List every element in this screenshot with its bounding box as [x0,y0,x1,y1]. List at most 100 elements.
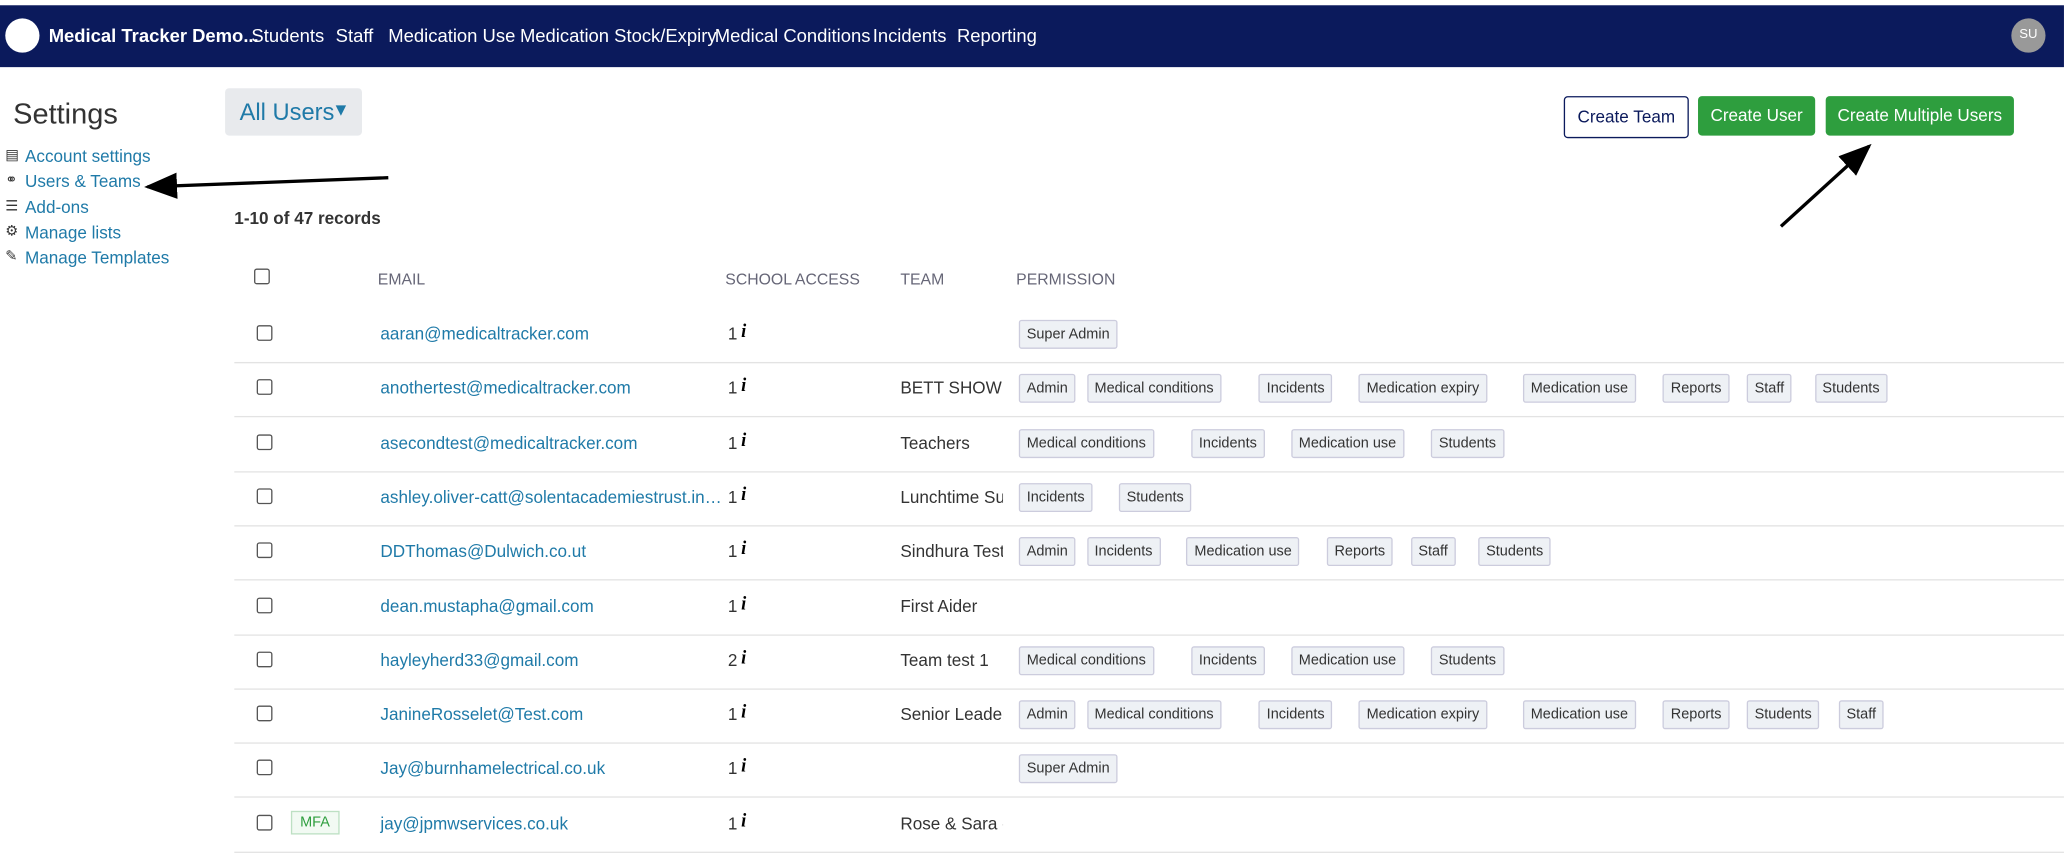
team: BETT SHOW [900,378,1002,398]
column-header[interactable]: EMAIL [377,269,426,289]
team: Senior Leaders [900,704,1003,725]
sidebar-link[interactable]: Manage lists [25,222,122,243]
email-link[interactable]: dean.mustapha@gmail.com [380,595,594,616]
permission-tag: Reports [1662,700,1730,730]
filter-dropdown[interactable]: All Users ▾ [225,88,362,136]
row-checkbox[interactable] [256,760,273,776]
permission-tag: Students [1430,428,1504,458]
team: Lunchtime Sup [900,486,1003,507]
arrow [1779,143,1872,228]
sidebar-link[interactable]: Manage Templates [25,247,170,268]
permission-tag: Medication use [1290,428,1405,458]
row-checkbox[interactable] [256,488,273,504]
row-checkbox[interactable] [256,705,273,722]
nav-item[interactable]: Reporting [956,25,1037,47]
row-checkbox[interactable] [256,325,273,341]
sidebar-link[interactable]: Users & Teams [25,171,141,192]
school-access: 1 [727,813,738,833]
nav-item[interactable]: Staff [335,25,374,47]
button[interactable]: Create Team [1563,96,1689,139]
email-link[interactable]: hayleyherd33@gmail.com [380,649,579,670]
nav-item[interactable]: Students [251,25,325,47]
sidebar-link[interactable]: Add-ons [25,196,89,217]
link-icon: ▤ [5,147,19,164]
row-checkbox[interactable] [256,379,273,396]
row-divider [234,796,2064,799]
nav-item[interactable]: Incidents [872,25,947,47]
column-header[interactable]: TEAM [900,269,945,289]
permission-tag: Admin [1018,374,1076,404]
avatar[interactable]: SU [2011,18,2046,53]
sidebar-link[interactable]: Account settings [25,146,151,166]
info-icon: i [741,485,747,506]
permission-tag: Medical conditions [1086,374,1222,404]
info-icon: i [741,539,747,560]
permission-tag: Medication use [1186,537,1300,567]
column-header[interactable]: PERMISSION [1016,269,1116,289]
email-link[interactable]: DDThomas@Dulwich.co.ut [380,541,587,561]
school-access: 1 [727,432,738,453]
permission-tag: Medication expiry [1358,374,1488,404]
row-divider [234,688,2064,690]
nav-item[interactable]: Medication Stock/Expiry [519,25,717,47]
arrow [144,172,389,199]
school-access: 1 [727,378,738,398]
email-link[interactable]: JanineRosselet@Test.com [380,704,584,725]
permission-tag: Staff [1838,700,1884,730]
info-icon: i [741,431,747,451]
permission-tag: Admin [1018,700,1076,730]
row-divider [234,416,2064,418]
email-link[interactable]: aaran@medicaltracker.com [380,323,589,344]
permission-tag: Reports [1662,374,1730,404]
button[interactable]: Create User [1698,96,1816,136]
school-access: 2 [727,649,738,670]
select-all[interactable] [254,268,270,285]
permission-tag: Admin [1018,537,1076,567]
email-link[interactable]: ashley.oliver-catt@solentacademiestrust.… [380,486,722,507]
logo [5,18,40,53]
permission-tag: Medication use [1522,700,1637,730]
row-divider [234,851,2064,853]
row-checkbox[interactable] [256,542,273,559]
permission-tag: Incidents [1018,482,1093,512]
row-checkbox[interactable] [256,433,273,450]
navbar: Medical Tracker Demo... SU Students Staff… [0,5,2064,68]
team: Rose & Sara - [900,813,1004,833]
permission-tag: Students [1118,482,1192,512]
permission-tag: Incidents [1086,537,1161,567]
link-icon: ✎ [5,249,18,265]
permission-tag: Medication use [1290,646,1405,675]
info-icon: i [741,322,747,343]
school-access: 1 [727,486,738,507]
nav-item[interactable]: Medication Use [388,25,516,47]
row-divider [234,525,2064,527]
permission-tag: Medication use [1522,374,1637,404]
email-link[interactable]: Jay@burnhamelectrical.co.uk [380,758,606,779]
link-icon: ⚭ [5,172,18,189]
info-icon: i [741,703,747,723]
email-link[interactable]: anothertest@medicaltracker.com [380,378,631,398]
link-icon: ☰ [5,198,19,215]
nav-item[interactable]: Medical Conditions [714,25,871,47]
permission-tag: Medical conditions [1086,700,1222,730]
column-header[interactable]: SCHOOL ACCESS [725,269,860,289]
permission-tag: Incidents [1190,428,1265,458]
brand[interactable]: Medical Tracker Demo... [48,25,259,47]
team: Team test 1 [900,649,989,670]
email-link[interactable]: asecondtest@medicaltracker.com [380,432,638,453]
row-checkbox[interactable] [256,814,273,831]
permission-tag: Students [1430,646,1504,675]
sidebar-title: Settings [13,97,118,131]
permission-tag: Students [1478,537,1552,567]
row-checkbox[interactable] [256,596,273,613]
filter-label: All Users [239,98,335,126]
row-checkbox[interactable] [256,651,273,668]
email-link[interactable]: jay@jpmwservices.co.uk [380,813,569,833]
button[interactable]: Create Multiple Users [1825,96,2014,136]
permission-tag: Incidents [1258,700,1333,730]
info-icon: i [741,648,747,669]
permission-tag: Super Admin [1018,319,1118,349]
school-access: 1 [727,758,738,779]
